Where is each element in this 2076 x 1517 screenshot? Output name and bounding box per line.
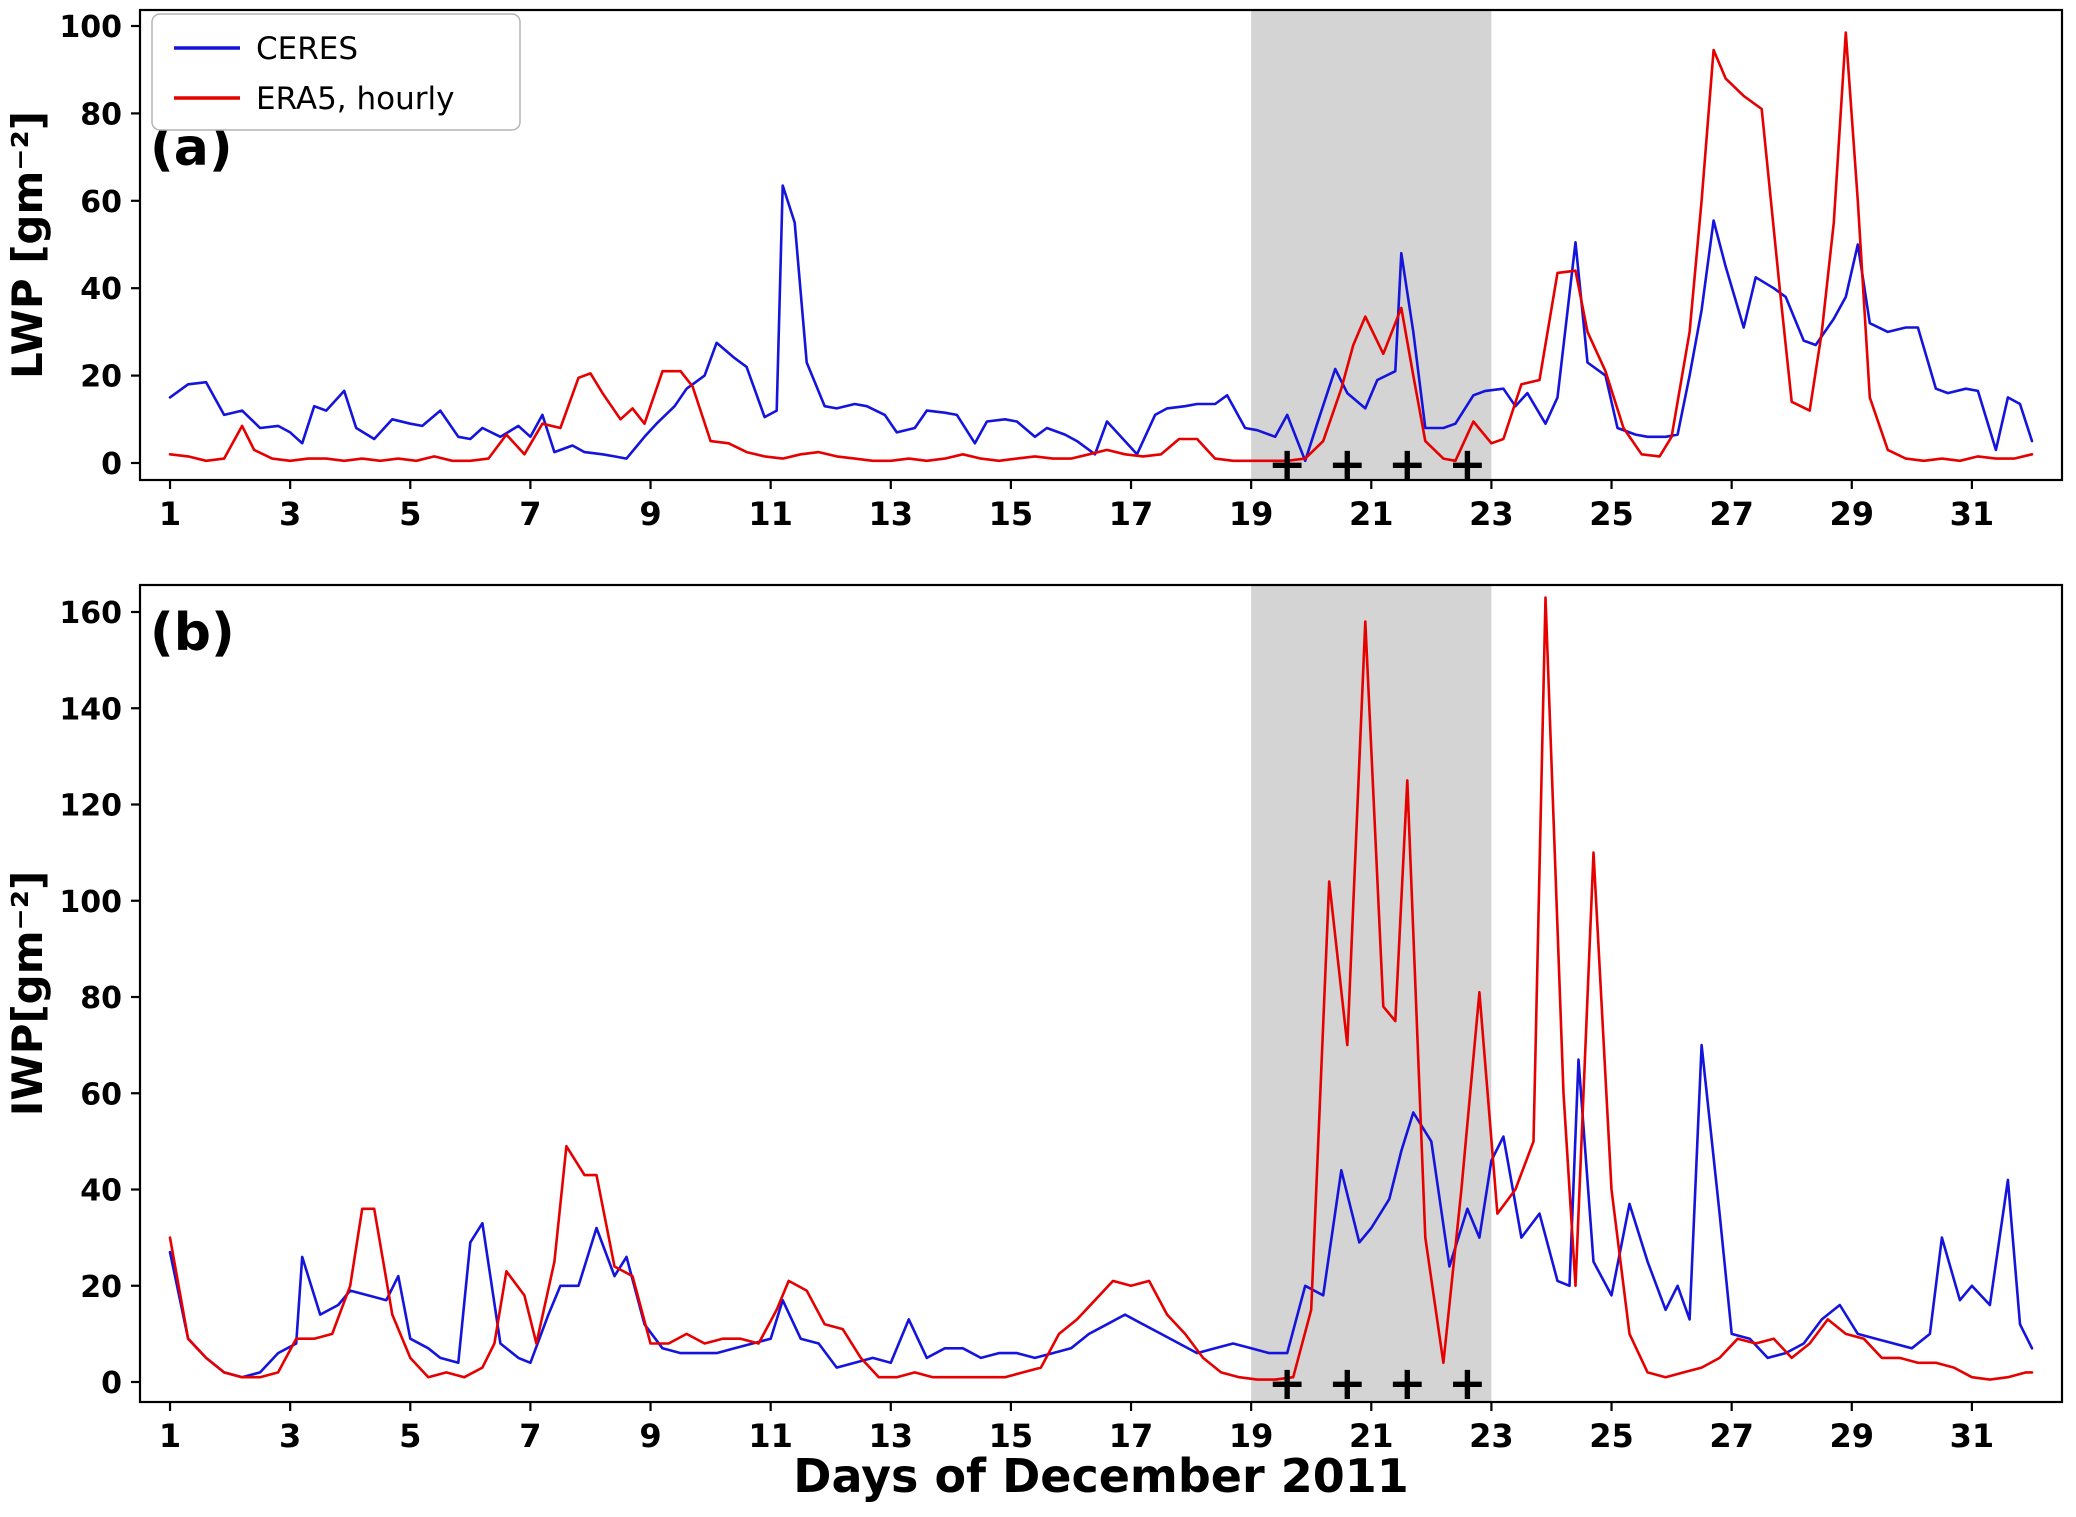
plus-marker: + <box>1328 437 1367 491</box>
x-tick-label: 3 <box>279 495 301 533</box>
x-tick-label: 3 <box>279 1417 301 1455</box>
y-tick-label: 20 <box>80 1270 122 1305</box>
x-tick-label: 27 <box>1709 495 1754 533</box>
x-axis: 1 3 5 7 9 11 13 15 17 19 21 23 25 27 29 31 <box>159 1402 1994 1455</box>
y-tick-label: 80 <box>80 97 122 132</box>
plus-marker: + <box>1448 437 1487 491</box>
x-axis: 1 3 5 7 9 11 13 15 17 19 21 23 25 27 29 31 <box>159 480 1994 533</box>
y-tick-label: 0 <box>101 1366 122 1401</box>
x-tick-label: 29 <box>1830 1417 1875 1455</box>
x-tick-label: 21 <box>1349 1417 1394 1455</box>
x-tick-label: 27 <box>1709 1417 1754 1455</box>
x-tick-label: 5 <box>399 1417 421 1455</box>
x-tick-label: 19 <box>1229 1417 1274 1455</box>
x-tick-label: 21 <box>1349 495 1394 533</box>
y-tick-label: 40 <box>80 272 122 307</box>
y-tick-label: 100 <box>59 10 122 45</box>
plus-marker: + <box>1268 437 1307 491</box>
y-tick-label: 160 <box>59 596 122 631</box>
series-line-era5-hourly <box>168 596 2034 1381</box>
x-tick-label: 25 <box>1589 1417 1634 1455</box>
legend-box <box>151 13 521 131</box>
axes-spines <box>138 8 2064 482</box>
y-tick-label: 40 <box>80 1174 122 1209</box>
x-axis-label: Days of December 2011 <box>793 1449 1408 1503</box>
x-tick-label: 1 <box>159 495 181 533</box>
x-tick-label: 5 <box>399 495 421 533</box>
x-tick-label: 29 <box>1830 495 1875 533</box>
y-tick-label: 120 <box>59 789 122 824</box>
y-tick-label: 20 <box>80 360 122 395</box>
series-line-ceres <box>168 1043 2034 1379</box>
series-line-ceres <box>168 184 2034 463</box>
legend-label: ERA5, hourly <box>256 81 454 117</box>
x-tick-label: 31 <box>1950 1417 1995 1455</box>
x-tick-label: 7 <box>519 1417 541 1455</box>
x-tick-label: 23 <box>1469 495 1514 533</box>
shaded-region <box>1251 10 1492 480</box>
y-tick-label: 100 <box>59 885 122 920</box>
x-tick-label: 15 <box>989 1417 1034 1455</box>
x-tick-label: 13 <box>869 1417 914 1455</box>
y-axis-label: IWP[gm⁻²] <box>3 871 52 1117</box>
y-tick-label: 140 <box>59 692 122 727</box>
x-tick-label: 19 <box>1229 495 1274 533</box>
x-tick-label: 1 <box>159 1417 181 1455</box>
plus-marker: + <box>1388 437 1427 491</box>
x-tick-label: 7 <box>519 495 541 533</box>
shaded-region <box>1251 585 1492 1402</box>
x-tick-label: 25 <box>1589 495 1634 533</box>
y-tick-label: 60 <box>80 1077 122 1112</box>
x-tick-label: 31 <box>1950 495 1995 533</box>
y-tick-label: 60 <box>80 185 122 220</box>
x-tick-label: 17 <box>1109 1417 1154 1455</box>
y-tick-label: 80 <box>80 981 122 1016</box>
x-tick-label: 9 <box>639 495 661 533</box>
x-tick-label: 15 <box>989 495 1034 533</box>
axes-spines <box>138 583 2064 1404</box>
y-axis-label: LWP [gm⁻²] <box>3 111 52 379</box>
x-tick-label: 23 <box>1469 1417 1514 1455</box>
y-axis: 0 20 40 60 80 100 <box>59 10 140 482</box>
panel-b: + + + +1 3 5 7 9 11 13 15 17 19 21 23 25 27 29 31020406080… <box>3 583 2064 1455</box>
x-tick-label: 11 <box>748 495 793 533</box>
y-tick-label: 0 <box>101 447 122 482</box>
panel-label: (b) <box>150 603 235 663</box>
series-line-era5-hourly <box>168 31 2034 463</box>
legend-label: CERES <box>256 31 358 67</box>
x-tick-label: 11 <box>748 1417 793 1455</box>
x-tick-label: 17 <box>1109 495 1154 533</box>
x-tick-label: 13 <box>869 495 914 533</box>
panel-a: + + + +1 3 5 7 9 11 13 15 17 19 21 23 25 27 29 31020406080… <box>3 8 2064 533</box>
legend: CERES ERA5, hourly <box>151 13 521 131</box>
y-axis: 0 20 40 60 80 100 120 140 160 <box>59 596 140 1401</box>
x-tick-label: 9 <box>639 1417 661 1455</box>
